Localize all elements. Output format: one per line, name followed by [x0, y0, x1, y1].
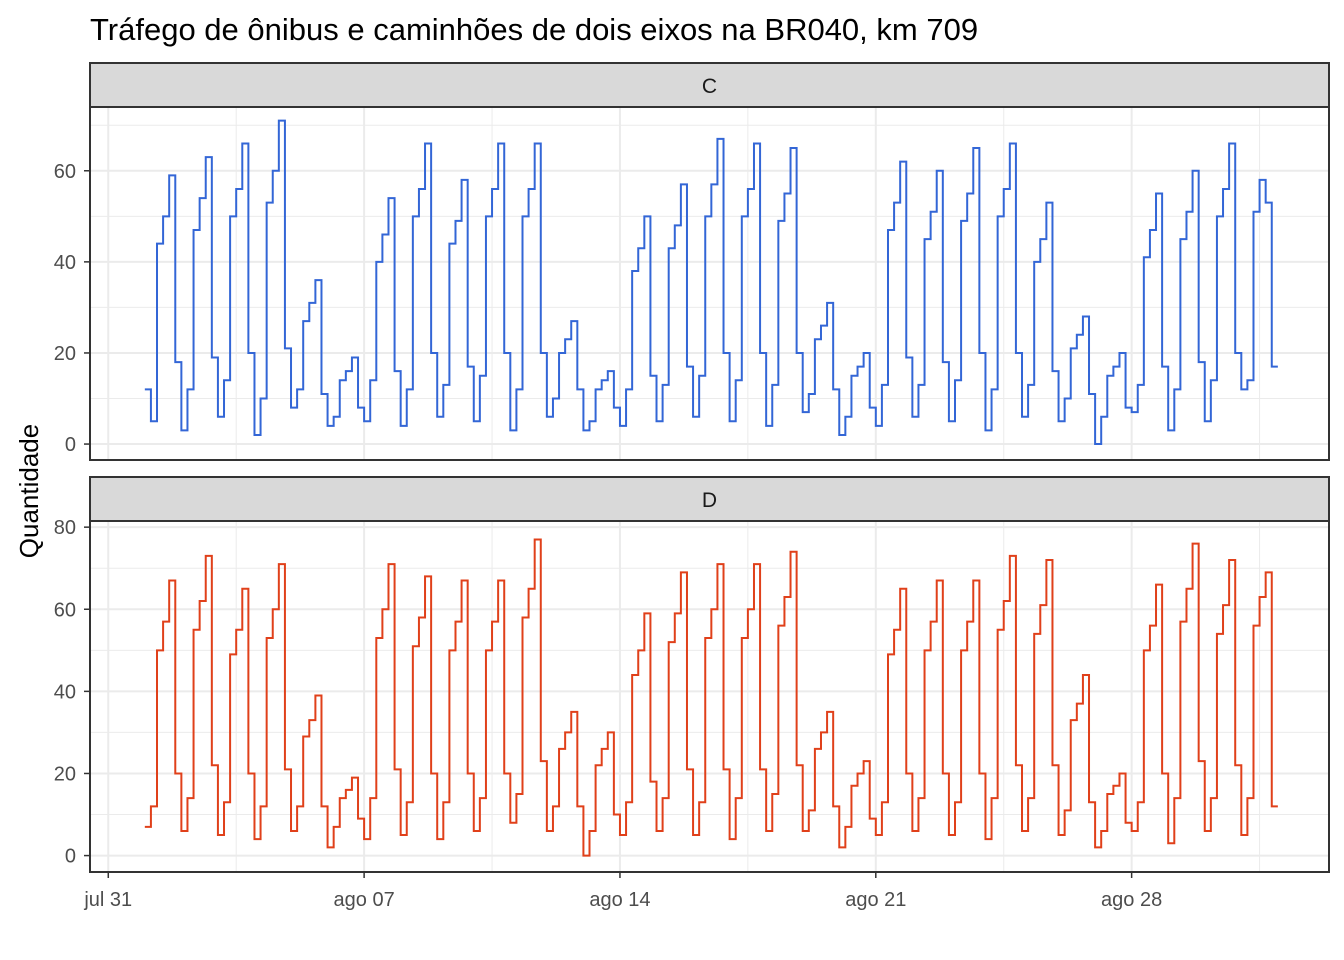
x-tick-label: ago 07	[334, 889, 395, 911]
series-line-D	[144, 538, 1278, 857]
y-tick-label: 20	[54, 343, 76, 365]
y-tick-label: 60	[54, 161, 76, 183]
y-tick-label: 20	[54, 763, 76, 785]
y-tick-label: 60	[54, 599, 76, 621]
x-tick-label: jul 31	[83, 889, 132, 911]
panel-C: 0 20 40 60 C	[54, 62, 1330, 461]
series-line-C	[144, 119, 1278, 446]
x-tick-label: ago 28	[1101, 889, 1162, 911]
y-tick-label: 40	[54, 252, 76, 274]
y-axis-label: Quantidade	[14, 424, 44, 558]
facet-strip-label: D	[702, 489, 717, 512]
y-tick-label: 80	[54, 517, 76, 539]
y-tick-label: 40	[54, 681, 76, 703]
x-axis: jul 31 ago 07 ago 14 ago 21 ago 28	[83, 872, 1162, 911]
chart-title: Tráfego de ônibus e caminhões de dois ei…	[90, 12, 978, 47]
x-tick-label: ago 21	[845, 889, 906, 911]
facet-strip	[89, 476, 1330, 522]
facet-strip	[89, 62, 1330, 108]
y-tick-label: 0	[65, 846, 76, 868]
x-tick-label: ago 14	[589, 889, 650, 911]
facet-strip-label: C	[702, 75, 717, 98]
y-tick-label: 0	[65, 434, 76, 456]
panel-D: 0 20 40 60 80 D	[54, 476, 1330, 873]
